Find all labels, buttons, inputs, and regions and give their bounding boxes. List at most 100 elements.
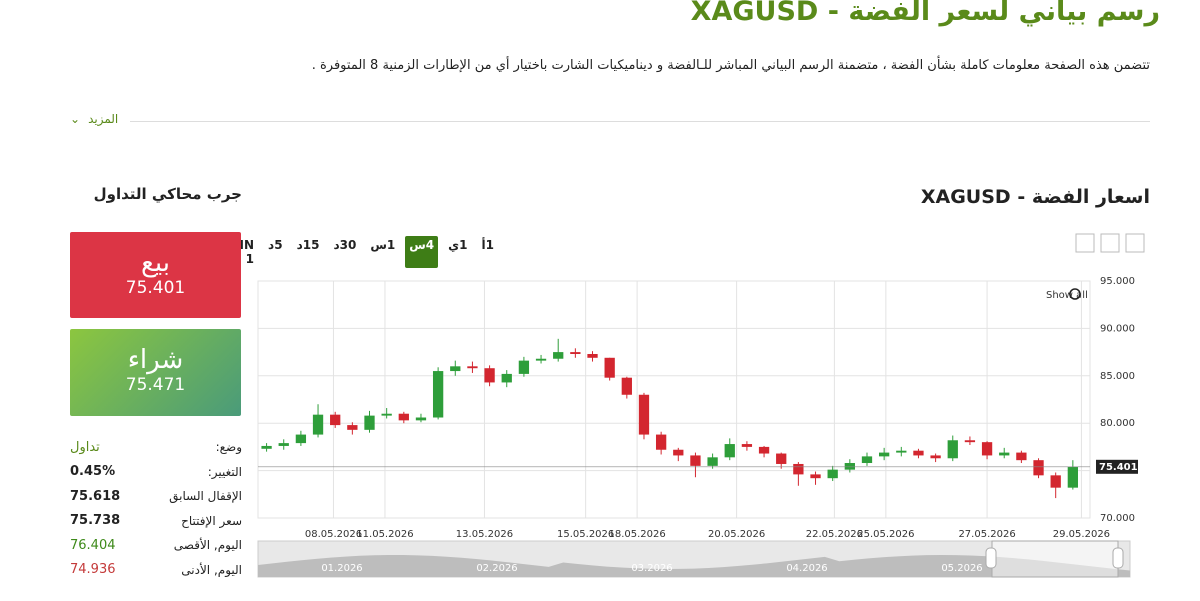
timeframe[interactable]: 1ي [448, 238, 468, 252]
stats: وضع: تداول التغيير: 0.45% الإقفال السابق 75.6… [70, 435, 242, 582]
candle-body [1050, 475, 1061, 488]
candle-body [381, 413, 392, 416]
buy-button[interactable]: شراء 75.471 [70, 329, 241, 416]
candle-body [896, 450, 907, 453]
candle-body [621, 377, 632, 395]
tool-icon[interactable] [1100, 233, 1120, 253]
x-tick-label: 29.05.2026 [1053, 529, 1110, 540]
zoom-icon[interactable] [1069, 288, 1081, 300]
timeframe[interactable]: 5د [268, 238, 283, 252]
chart-title: اسعار الفضة - XAGUSD [920, 186, 1150, 208]
candle-body [484, 368, 495, 383]
stat-label: وضع: [215, 440, 242, 455]
stat-label: التغيير: [207, 464, 242, 479]
more-label: المزيد [88, 112, 119, 126]
candle-body [638, 394, 650, 435]
timeframe[interactable]: 4س [405, 236, 439, 268]
candle-body [793, 463, 804, 475]
page-title: رسم بياني لسعر الفضة - XAGUSD [690, 0, 1160, 27]
candle-body [810, 474, 821, 479]
last-price-label: 75.401 [1099, 462, 1138, 473]
x-tick-label: 13.05.2026 [456, 529, 513, 540]
candle-body [570, 352, 581, 354]
x-tick-label: 18.05.2026 [608, 529, 665, 540]
description: تتضمن هذه الصفحة معلومات كاملة بشأن الفض… [311, 58, 1150, 73]
plot-frame [257, 280, 1091, 519]
candle-body [690, 455, 701, 466]
stat-label: سعر الإفتتاح [181, 513, 242, 528]
stat-label: اليوم, الأدنى [181, 562, 242, 577]
candle-body [930, 455, 941, 459]
candle-body [450, 366, 461, 372]
timeframe[interactable]: 30د [333, 238, 357, 252]
candle-body [827, 469, 838, 479]
x-tick-label: 22.05.2026 [806, 529, 863, 540]
sell-button[interactable]: بيع 75.401 [70, 232, 241, 318]
candle-body [878, 452, 890, 457]
candle-body [398, 413, 409, 421]
stat-row: اليوم, الأقصى 76.404 [70, 533, 242, 558]
divider [130, 121, 1150, 122]
timeframe[interactable]: 15د [296, 238, 320, 252]
stat-row: التغيير: 0.45% [70, 460, 242, 485]
candle-body [707, 457, 718, 466]
navigator-label: 04.2026 [786, 563, 827, 574]
candle-body [861, 456, 873, 464]
x-tick-label: 11.05.2026 [356, 529, 413, 540]
candle-body [981, 442, 993, 456]
tool-icon[interactable] [1125, 233, 1145, 253]
timeframe[interactable]: 1س [370, 238, 396, 252]
candle-body [295, 434, 307, 444]
navigator-window [991, 540, 1119, 578]
buy-price: 75.471 [125, 375, 186, 395]
sell-price: 75.401 [125, 278, 186, 298]
navigator-label: 05.2026 [941, 563, 982, 574]
more-toggle[interactable]: ⌄ المزيد [70, 112, 118, 126]
stat-value: 0.45% [70, 464, 116, 480]
stat-row: اليوم, الأدنى 74.936 [70, 558, 242, 583]
tool-icon[interactable] [1075, 233, 1095, 253]
sell-label: بيع [141, 248, 170, 278]
stat-value: 75.738 [70, 513, 121, 529]
candle-body [553, 352, 564, 359]
candle-body [312, 414, 324, 435]
candle-body [278, 443, 289, 446]
stat-value: تداول [70, 439, 100, 455]
candle-body [1016, 452, 1027, 461]
candle-body [724, 444, 735, 458]
y-tick-label: 85.000 [1100, 371, 1135, 382]
zoom-label[interactable]: Show all [1046, 290, 1088, 301]
navigator-handle[interactable] [985, 547, 997, 569]
stat-value: 74.936 [70, 562, 116, 578]
candle-body [1033, 460, 1044, 476]
candle-body [913, 450, 924, 456]
candle-body [415, 417, 427, 421]
buy-label: شراء [127, 345, 184, 375]
candle-body [844, 463, 855, 470]
candle-body [330, 414, 341, 426]
candle-body [604, 357, 615, 378]
candle-body [467, 366, 478, 369]
candle-body [364, 415, 375, 430]
candle-body [587, 353, 598, 358]
simulator-title: جرب محاكي التداول [93, 185, 242, 203]
candle-body [758, 446, 770, 454]
navigator-label: 03.2026 [631, 563, 672, 574]
navigator-area [258, 555, 1130, 577]
navigator-handle[interactable] [1112, 547, 1124, 569]
x-tick-label: 15.05.2026 [557, 529, 614, 540]
navigator-label: 02.2026 [476, 563, 517, 574]
candle-body [999, 452, 1010, 456]
x-tick-label: 20.05.2026 [708, 529, 765, 540]
timeframe[interactable]: 1أ [481, 238, 494, 252]
chevron: ⌄ [70, 112, 81, 126]
candle-body [432, 371, 444, 418]
candle-body [673, 449, 684, 456]
candle-body [1067, 466, 1078, 488]
candle-body [776, 453, 787, 464]
navigator-label: 01.2026 [321, 563, 362, 574]
candle-body [741, 444, 753, 447]
candle-body [501, 373, 512, 383]
